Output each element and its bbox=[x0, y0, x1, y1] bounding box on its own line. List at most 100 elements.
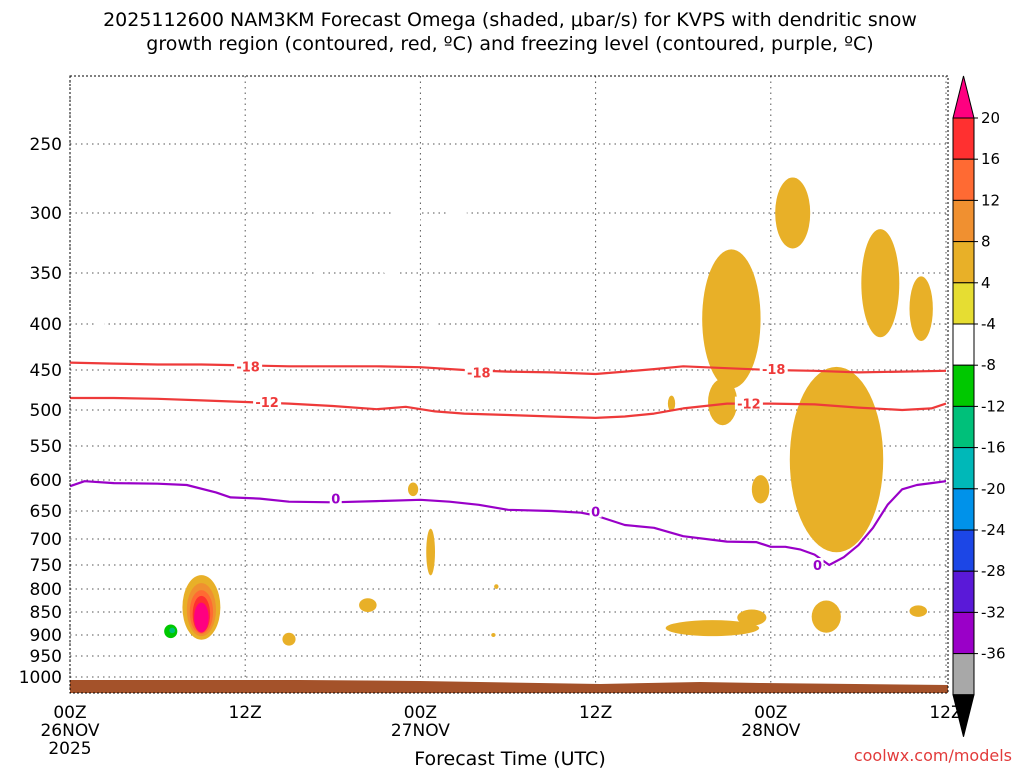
contour-layer bbox=[70, 361, 947, 567]
colorbar-box-14 bbox=[952, 653, 975, 696]
colorbar-box-11 bbox=[952, 529, 975, 572]
colorbar-box-13 bbox=[952, 611, 975, 655]
x-tick-0-line-1: 26NOV bbox=[40, 721, 99, 741]
omega-region-yellow-dot-615b bbox=[751, 475, 770, 504]
omega-field bbox=[97, 177, 933, 646]
surface-ground bbox=[70, 680, 948, 693]
contour-freezing-0 bbox=[70, 480, 947, 567]
contour-label-4: -12 bbox=[737, 398, 761, 413]
y-tick-900: 900 bbox=[30, 626, 62, 646]
x-tick-0-line-2: 2025 bbox=[48, 739, 91, 759]
colorbar-label-8: -16 bbox=[981, 439, 1006, 457]
contour-dgz-minus12 bbox=[70, 396, 947, 419]
y-tick-600: 600 bbox=[30, 471, 62, 491]
contour-label-0: -18 bbox=[236, 360, 260, 375]
contour-label-7: 0 bbox=[813, 559, 822, 574]
colorbar-label-4: 4 bbox=[981, 274, 991, 292]
contour-label-6: 0 bbox=[591, 506, 600, 521]
colorbar-box-8 bbox=[952, 405, 975, 449]
y-tick-350: 350 bbox=[30, 264, 62, 284]
omega-region-yellow-dot-790 bbox=[494, 584, 499, 589]
colorbar-label-1: 16 bbox=[981, 150, 1000, 168]
colorbar-box-1 bbox=[952, 117, 975, 160]
contour-label-3: -12 bbox=[255, 396, 279, 411]
omega-region-yellow-blob-880 bbox=[665, 620, 760, 637]
y-tick-950: 950 bbox=[30, 647, 62, 667]
contour-label-5: 0 bbox=[331, 493, 340, 508]
contour-label-bg-6 bbox=[589, 504, 602, 518]
omega-region-yellow-tall-400 bbox=[909, 276, 933, 341]
x-tick-48-line-1: 28NOV bbox=[741, 721, 800, 741]
y-tick-550: 550 bbox=[30, 437, 62, 457]
x-tick-0-line-0: 00Z bbox=[53, 703, 86, 723]
omega-region-yellow-dot-850 bbox=[909, 605, 928, 617]
colorbar-box-5 bbox=[952, 282, 975, 325]
omega-region-yellow-mass-400 bbox=[702, 249, 761, 389]
contour-dgz-minus18 bbox=[70, 361, 947, 376]
contour-label-1: -18 bbox=[467, 366, 491, 381]
contour-label-bg-1 bbox=[464, 365, 493, 379]
omega-region-yellow-tall-570 bbox=[789, 366, 884, 553]
contour-label-bg-0 bbox=[234, 359, 263, 373]
contour-label-2: -18 bbox=[762, 363, 786, 378]
colorbar-box-2 bbox=[952, 158, 975, 201]
colorbar-box-12 bbox=[952, 570, 975, 613]
colorbar-top-arrow bbox=[952, 75, 975, 119]
colorbar-box-6 bbox=[952, 323, 975, 366]
contour-label-layer: -18 -18 -18 -12 -12 0 0 0 bbox=[234, 359, 824, 574]
omega-region-green-plume-320 bbox=[310, 210, 326, 276]
contour-label-bg-4 bbox=[734, 396, 763, 410]
omega-region-yellow-dot-490 bbox=[667, 395, 676, 412]
y-tick-850: 850 bbox=[30, 603, 62, 623]
chart-title: 2025112600 NAM3KM Forecast Omega (shaded… bbox=[103, 9, 917, 55]
colorbar-box-4 bbox=[952, 241, 975, 284]
colorbar-label-12: -32 bbox=[981, 603, 1006, 621]
contour-label-bg-2 bbox=[759, 362, 788, 376]
omega-region-yellow-blob-830 bbox=[359, 598, 377, 612]
y-tick-400: 400 bbox=[30, 315, 62, 335]
chart-title-line-1: 2025112600 NAM3KM Forecast Omega (shaded… bbox=[103, 9, 917, 31]
omega-region-green-blob-305b bbox=[446, 193, 468, 245]
omega-region-yellow-thin-720 bbox=[426, 528, 435, 576]
y-tick-1000: 1000 bbox=[19, 668, 62, 688]
omega-region-yellow-tall-370 bbox=[861, 229, 900, 338]
x-axis-title: Forecast Time (UTC) bbox=[414, 748, 605, 768]
x-tick-60-line-0: 12Z bbox=[929, 703, 962, 723]
omega-region-green-plume-400 bbox=[97, 297, 105, 351]
surface-layer bbox=[70, 680, 948, 693]
y-tick-750: 750 bbox=[30, 556, 62, 576]
contour-label-bg-7 bbox=[811, 558, 824, 571]
colorbar-label-0: 20 bbox=[981, 109, 1000, 127]
colorbar-label-10: -24 bbox=[981, 521, 1006, 539]
colorbar-label-9: -20 bbox=[981, 480, 1006, 498]
colorbar: 20 16 12 8 4 -4 -8 -12 -16 -20 -24 -28 -32 -36 bbox=[952, 75, 1006, 737]
x-tick-48-line-0: 00Z bbox=[754, 703, 787, 723]
colorbar-label-7: -12 bbox=[981, 397, 1006, 415]
y-tick-300: 300 bbox=[30, 204, 62, 224]
colorbar-label-6: -8 bbox=[981, 356, 996, 374]
y-tick-500: 500 bbox=[30, 401, 62, 421]
omega-region-yellow-blob-870 bbox=[737, 609, 767, 626]
omega-region-yellow-dot-615 bbox=[407, 482, 419, 497]
x-tick-24-line-0: 00Z bbox=[404, 703, 437, 723]
omega-region-magenta-col-860 bbox=[194, 602, 209, 633]
contour-label-bg-3 bbox=[253, 395, 282, 408]
colorbar-label-2: 12 bbox=[981, 191, 1000, 209]
omega-region-yellow-dot-900 bbox=[491, 633, 496, 637]
x-tick-36-line-0: 12Z bbox=[579, 703, 612, 723]
y-axis-labels: 250 300 350 400 450 500 550 600 650 700 750 800 850 9… bbox=[19, 135, 62, 688]
colorbar-box-10 bbox=[952, 488, 975, 531]
y-tick-450: 450 bbox=[30, 361, 62, 381]
x-tick-24-line-1: 27NOV bbox=[391, 721, 450, 741]
y-tick-650: 650 bbox=[30, 502, 62, 522]
y-tick-800: 800 bbox=[30, 580, 62, 600]
omega-region-yellow-col-490 bbox=[708, 378, 738, 426]
omega-region-green-blob-350 bbox=[379, 246, 403, 276]
omega-region-yellow-low-870 bbox=[811, 600, 841, 633]
colorbar-box-7 bbox=[952, 364, 975, 407]
chart-title-line-2: growth region (contoured, red, ºC) and f… bbox=[146, 33, 873, 55]
colorbar-box-9 bbox=[952, 447, 975, 490]
colorbar-label-13: -36 bbox=[981, 645, 1006, 663]
x-tick-12-line-0: 12Z bbox=[229, 703, 262, 723]
omega-region-yellow-dot-910 bbox=[282, 632, 296, 646]
